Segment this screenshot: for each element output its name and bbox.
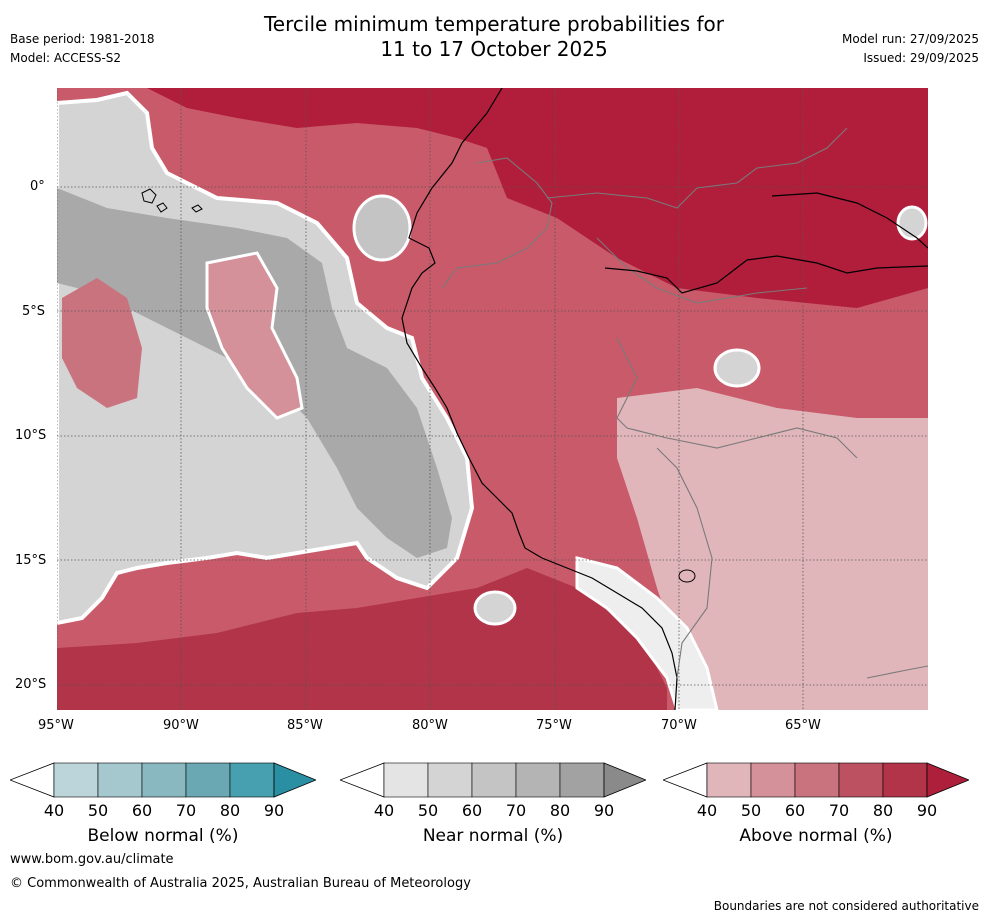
colorbar-above-normal-label: Above normal (%) [739, 826, 893, 846]
colorbar-above-normal-swatches [661, 762, 971, 798]
colorbar-left-extend [8, 762, 55, 798]
colorbar-swatch-1 [427, 762, 473, 798]
colorbar-tick-40: 40 [696, 801, 718, 820]
colorbar-tick-80: 80 [549, 801, 571, 820]
colorbar-tick-80: 80 [872, 801, 894, 820]
lon-label-90w: 90°W [163, 718, 199, 733]
model-run: Model run: 27/09/2025 [841, 32, 979, 46]
colorbar-tick-40: 40 [373, 801, 395, 820]
boundary-disclaimer: Boundaries are not considered authoritat… [713, 899, 979, 913]
near-normal-blob-east [713, 348, 761, 388]
galapagos-islands [141, 188, 203, 213]
base-period: Base period: 1981-2018 [10, 32, 155, 46]
near-normal-blob-northeast [896, 205, 928, 241]
colorbar-near-normal [338, 762, 648, 798]
colorbar-swatch-3 [838, 762, 884, 798]
colorbar-near-normal-label: Near normal (%) [422, 826, 564, 846]
above-normal-patch-central [205, 251, 304, 420]
lat-label-0: 0° [30, 179, 45, 194]
colorbar-swatch-2 [794, 762, 840, 798]
lon-label-80w: 80°W [412, 718, 448, 733]
near-normal-blob-gulf [352, 194, 412, 262]
colorbar-swatch-0 [53, 762, 99, 798]
colorbar-right-extend [273, 762, 318, 798]
coastline [401, 88, 678, 710]
colorbar-tick-60: 60 [131, 801, 153, 820]
colorbar-right-extend [603, 762, 648, 798]
lon-label-85w: 85°W [287, 718, 323, 733]
above-normal-north-region [147, 88, 928, 308]
lon-label-95w: 95°W [38, 718, 74, 733]
colorbar-tick-50: 50 [417, 801, 439, 820]
colorbar-tick-50: 50 [740, 801, 762, 820]
country-borders [441, 127, 928, 679]
colorbar-tick-70: 70 [828, 801, 850, 820]
issued-date: Issued: 29/09/2025 [863, 51, 979, 65]
graticule [57, 88, 928, 710]
lat-label-20s: 20°S [15, 677, 47, 692]
colorbar-tick-90: 90 [593, 801, 615, 820]
northern-river [771, 192, 928, 249]
colorbar-tick-90: 90 [263, 801, 285, 820]
lat-label-10s: 10°S [15, 428, 47, 443]
colorbar-swatch-0 [706, 762, 752, 798]
colorbar-swatch-1 [97, 762, 143, 798]
colorbar-tick-60: 60 [461, 801, 483, 820]
colorbar-tick-40: 40 [43, 801, 65, 820]
colorbar-tick-70: 70 [175, 801, 197, 820]
colorbar-above-normal [661, 762, 971, 798]
colorbar-tick-50: 50 [87, 801, 109, 820]
copyright: © Commonwealth of Australia 2025, Austra… [10, 876, 471, 891]
colorbar-swatch-4 [559, 762, 605, 798]
colorbar-swatch-0 [383, 762, 429, 798]
colorbar-below-normal [8, 762, 318, 798]
lon-label-70w: 70°W [661, 718, 697, 733]
colorbar-tick-80: 80 [219, 801, 241, 820]
lon-label-65w: 65°W [785, 718, 821, 733]
lat-label-5s: 5°S [22, 304, 46, 319]
colorbar-swatch-3 [185, 762, 231, 798]
colorbar-swatch-3 [515, 762, 561, 798]
colorbar-near-normal-swatches [338, 762, 648, 798]
colorbar-above-normal-ticks: 40 50 60 70 80 90 [663, 801, 969, 821]
colorbar-tick-70: 70 [505, 801, 527, 820]
colorbar-swatch-4 [229, 762, 275, 798]
colorbar-tick-90: 90 [916, 801, 938, 820]
colorbar-swatch-4 [882, 762, 928, 798]
colorbar-left-extend [338, 762, 385, 798]
page-title: Tercile minimum temperature probabilitie… [0, 12, 988, 62]
colorbar-below-normal-swatches [8, 762, 318, 798]
amazon-river [604, 255, 928, 294]
colorbar-swatch-2 [141, 762, 187, 798]
above-normal-patch-west [62, 278, 142, 408]
colorbar-below-normal-ticks: 40 50 60 70 80 90 [10, 801, 316, 821]
colorbar-right-extend [926, 762, 971, 798]
model-name: Model: ACCESS-S2 [10, 51, 122, 65]
colorbar-tick-60: 60 [784, 801, 806, 820]
near-normal-blob-peru [473, 590, 517, 626]
colorbar-swatch-1 [750, 762, 796, 798]
lon-label-75w: 75°W [536, 718, 572, 733]
colorbar-left-extend [661, 762, 708, 798]
lat-label-15s: 15°S [15, 553, 47, 568]
colorbar-below-normal-label: Below normal (%) [87, 826, 239, 846]
title-line-2: 11 to 17 October 2025 [380, 37, 608, 61]
probability-map [57, 88, 928, 710]
near-normal-andes-region [575, 556, 719, 710]
colorbar-swatch-2 [471, 762, 517, 798]
title-line-1: Tercile minimum temperature probabilitie… [263, 12, 725, 36]
above-normal-southeast-region [617, 388, 928, 710]
colorbar-near-normal-ticks: 40 50 60 70 80 90 [340, 801, 646, 821]
lake-titicaca [678, 569, 696, 583]
bom-url: www.bom.gov.au/climate [10, 852, 174, 867]
